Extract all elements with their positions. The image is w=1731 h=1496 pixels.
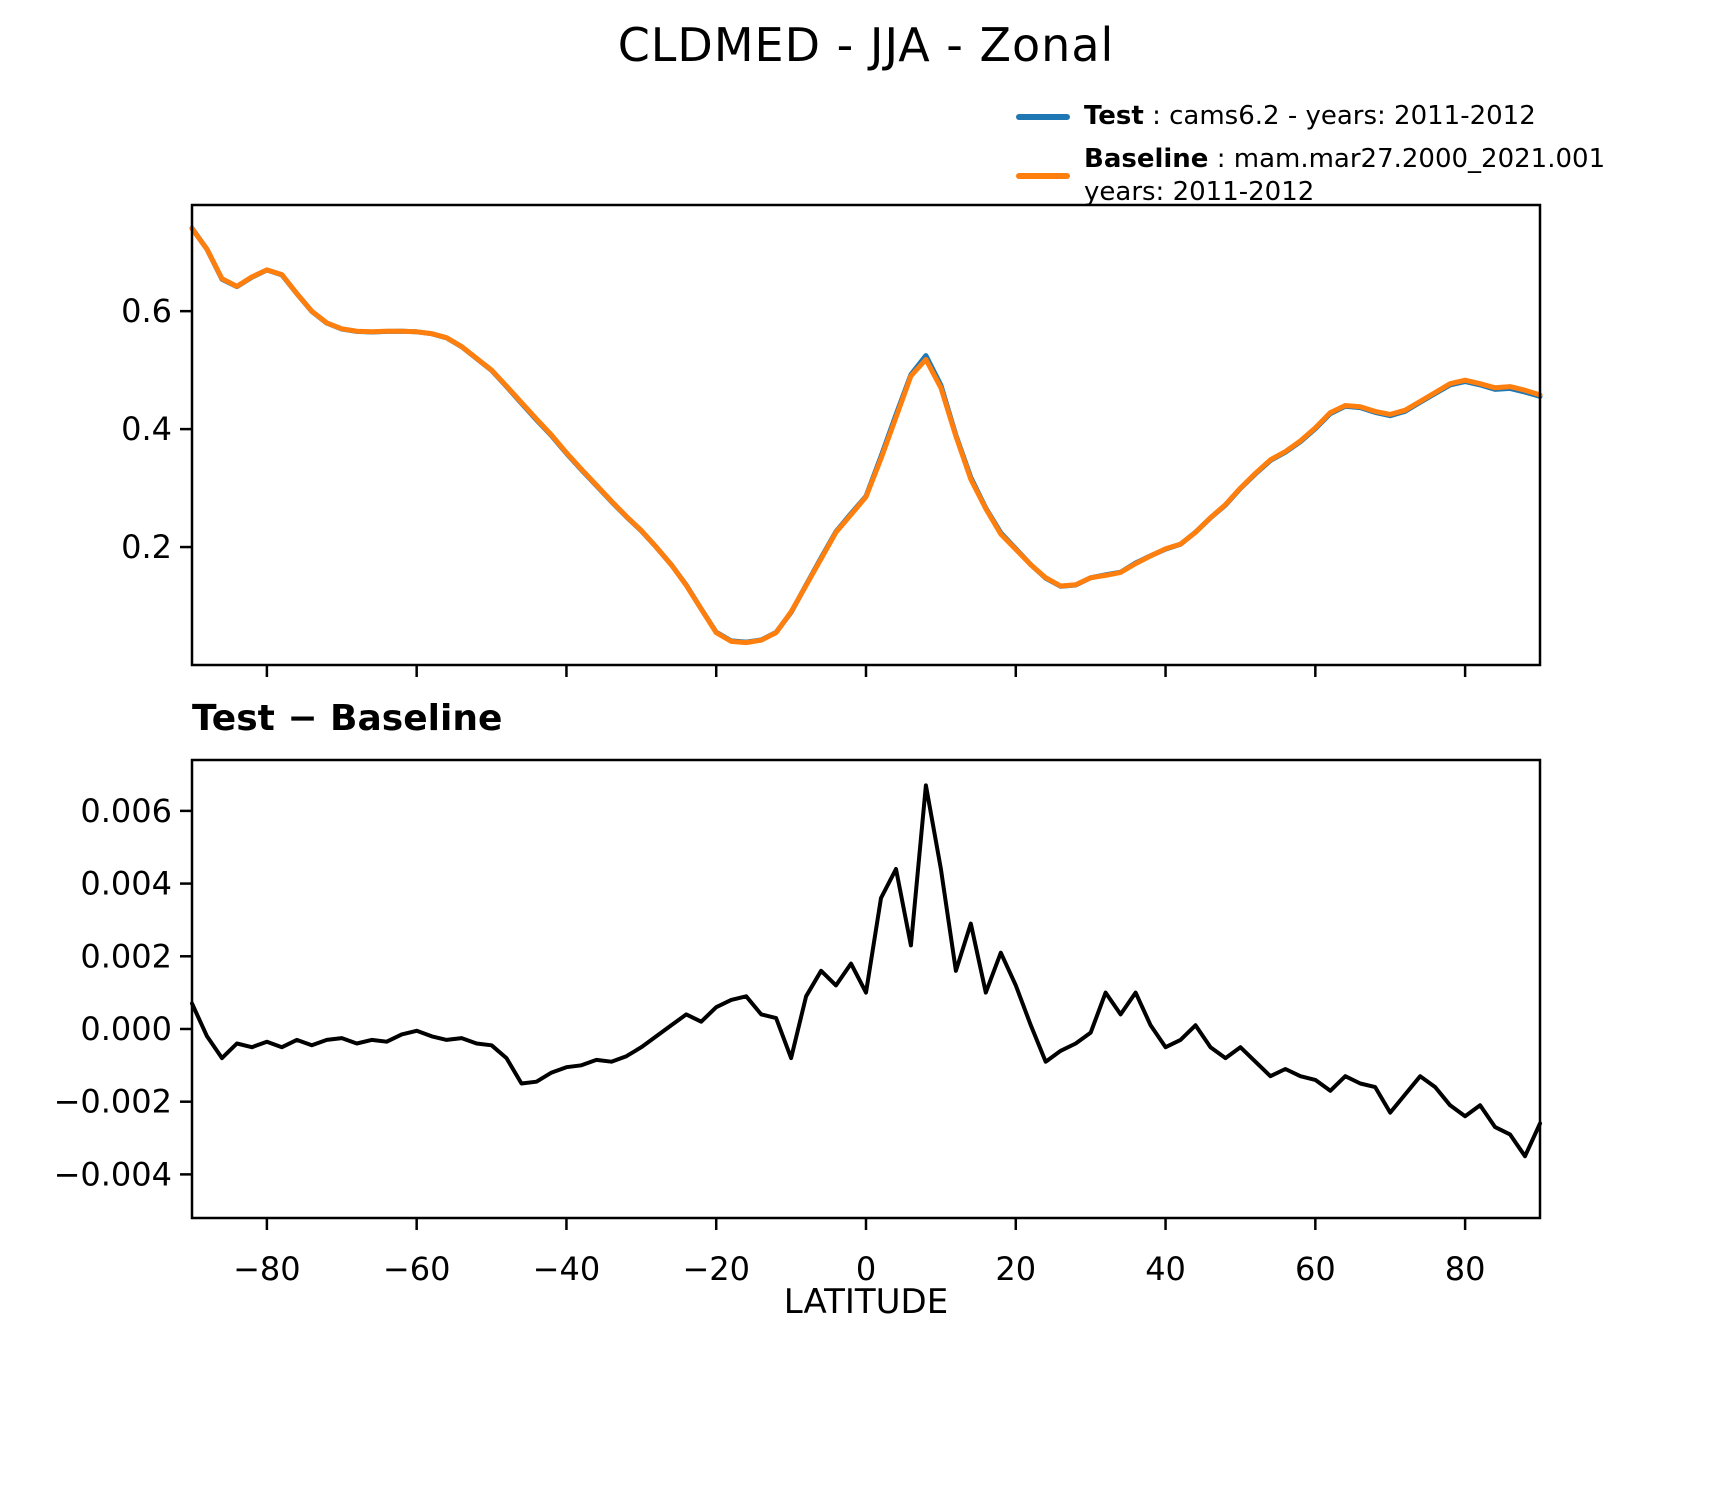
baseline-line: [189, 226, 1543, 646]
legend-rest-test: : cams6.2 - years: 2011-2012: [1143, 101, 1536, 131]
legend-label-baseline: Baseline : mam.mar27.2000_2021.001 years…: [1084, 143, 1605, 209]
y-tick-label: 0.000: [80, 1010, 172, 1048]
legend-item-test: Test : cams6.2 - years: 2011-2012: [1016, 100, 1605, 133]
legend-item-baseline: Baseline : mam.mar27.2000_2021.001 years…: [1016, 143, 1605, 209]
legend-rest-baseline: : mam.mar27.2000_2021.001 years: 2011-20…: [1084, 144, 1606, 207]
y-tick-label: −0.004: [54, 1155, 172, 1193]
x-tick-label: 80: [1445, 1250, 1486, 1288]
y-tick-label: 0.4: [121, 410, 172, 448]
diff-line: [190, 783, 1542, 1159]
x-tick-label: −20: [682, 1250, 750, 1288]
legend-name-baseline: Baseline: [1084, 144, 1209, 174]
y-tick-label: 0.004: [80, 865, 172, 903]
test-line: [189, 225, 1543, 645]
baseline-line-swatch: [1016, 173, 1070, 179]
x-tick-label: −60: [383, 1250, 451, 1288]
y-tick-label: 0.6: [121, 292, 172, 330]
x-tick-label: 20: [995, 1250, 1036, 1288]
legend-name-test: Test: [1084, 101, 1144, 131]
y-tick-label: 0.2: [121, 528, 172, 566]
y-tick-label: 0.002: [80, 937, 172, 975]
legend: Test : cams6.2 - years: 2011-2012 Baseli…: [1016, 100, 1605, 219]
diff-panel-title: Test − Baseline: [192, 698, 503, 739]
y-tick-label: −0.002: [54, 1083, 172, 1121]
x-tick-label: 60: [1295, 1250, 1336, 1288]
legend-label-test: Test : cams6.2 - years: 2011-2012: [1084, 100, 1536, 133]
x-axis-label: LATITUDE: [783, 1282, 949, 1322]
x-tick-label: −80: [233, 1250, 301, 1288]
axes-frame: [190, 203, 1542, 667]
figure-title: CLDMED - JJA - Zonal: [617, 18, 1115, 72]
test-line-swatch: [1016, 113, 1070, 120]
x-tick-label: 0: [856, 1250, 876, 1288]
y-tick-label: 0.006: [80, 792, 172, 830]
x-tick-label: 40: [1145, 1250, 1186, 1288]
x-tick-label: −40: [533, 1250, 601, 1288]
